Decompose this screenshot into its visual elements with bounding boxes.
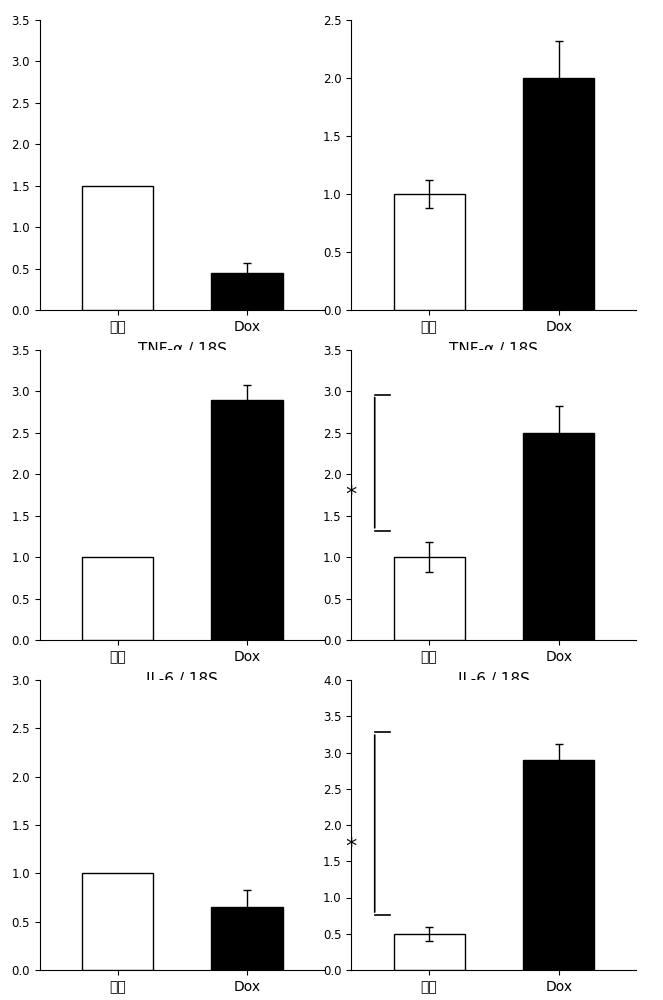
X-axis label: IL-6 / 18S
（相对表达量，与对照比）: IL-6 / 18S （相对表达量，与对照比） [439, 672, 549, 704]
Bar [523, 760, 594, 970]
Bar [394, 194, 465, 310]
Bar [211, 907, 282, 970]
Bar [82, 873, 153, 970]
Bar [394, 934, 465, 970]
Bar [211, 273, 282, 310]
Bar [211, 400, 282, 640]
Bar [394, 557, 465, 640]
Bar [523, 433, 594, 640]
Bar [82, 186, 153, 310]
Text: *: * [346, 837, 357, 857]
X-axis label: TNF-α / 18S
（相对表达量，与对照比）: TNF-α / 18S （相对表达量，与对照比） [439, 342, 549, 374]
X-axis label: TNF-α / 18S
（相对表达量，与对照比）: TNF-α / 18S （相对表达量，与对照比） [127, 342, 237, 374]
X-axis label: IL-6 / 18S
（相对表达量，与对照比）: IL-6 / 18S （相对表达量，与对照比） [127, 672, 237, 704]
Bar [523, 78, 594, 310]
Bar [82, 557, 153, 640]
Text: *: * [346, 485, 357, 505]
